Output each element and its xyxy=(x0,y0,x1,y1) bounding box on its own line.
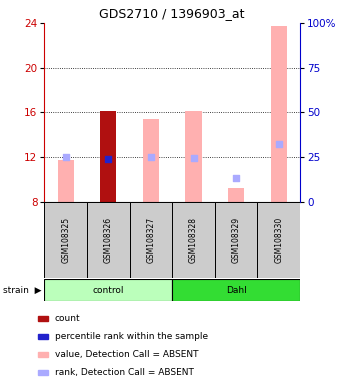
Bar xyxy=(100,111,116,202)
Point xyxy=(276,141,282,147)
Bar xyxy=(38,316,48,321)
Text: percentile rank within the sample: percentile rank within the sample xyxy=(55,332,208,341)
Text: count: count xyxy=(55,314,80,323)
Point xyxy=(148,154,153,160)
Bar xyxy=(172,279,300,301)
Bar xyxy=(58,160,74,202)
Bar xyxy=(44,202,87,278)
Bar xyxy=(130,202,172,278)
Point xyxy=(233,175,239,181)
Bar xyxy=(257,202,300,278)
Text: control: control xyxy=(92,286,124,295)
Text: GSM108330: GSM108330 xyxy=(274,217,283,263)
Point xyxy=(191,155,196,161)
Text: strain  ▶: strain ▶ xyxy=(3,286,42,295)
Text: GSM108328: GSM108328 xyxy=(189,217,198,263)
Bar xyxy=(186,111,202,202)
Bar xyxy=(87,202,130,278)
Point xyxy=(106,156,111,162)
Bar xyxy=(215,202,257,278)
Bar xyxy=(38,370,48,375)
Text: GSM108329: GSM108329 xyxy=(232,217,241,263)
Bar xyxy=(271,26,287,202)
Bar xyxy=(172,202,215,278)
Text: GSM108327: GSM108327 xyxy=(146,217,155,263)
Bar xyxy=(38,334,48,339)
Text: value, Detection Call = ABSENT: value, Detection Call = ABSENT xyxy=(55,349,198,359)
Text: GSM108325: GSM108325 xyxy=(61,217,70,263)
Bar xyxy=(44,279,172,301)
Text: GSM108326: GSM108326 xyxy=(104,217,113,263)
Title: GDS2710 / 1396903_at: GDS2710 / 1396903_at xyxy=(100,7,245,20)
Bar xyxy=(143,119,159,202)
Text: Dahl: Dahl xyxy=(226,286,247,295)
Bar xyxy=(38,352,48,356)
Point xyxy=(63,154,68,160)
Text: rank, Detection Call = ABSENT: rank, Detection Call = ABSENT xyxy=(55,368,194,377)
Bar xyxy=(228,188,244,202)
